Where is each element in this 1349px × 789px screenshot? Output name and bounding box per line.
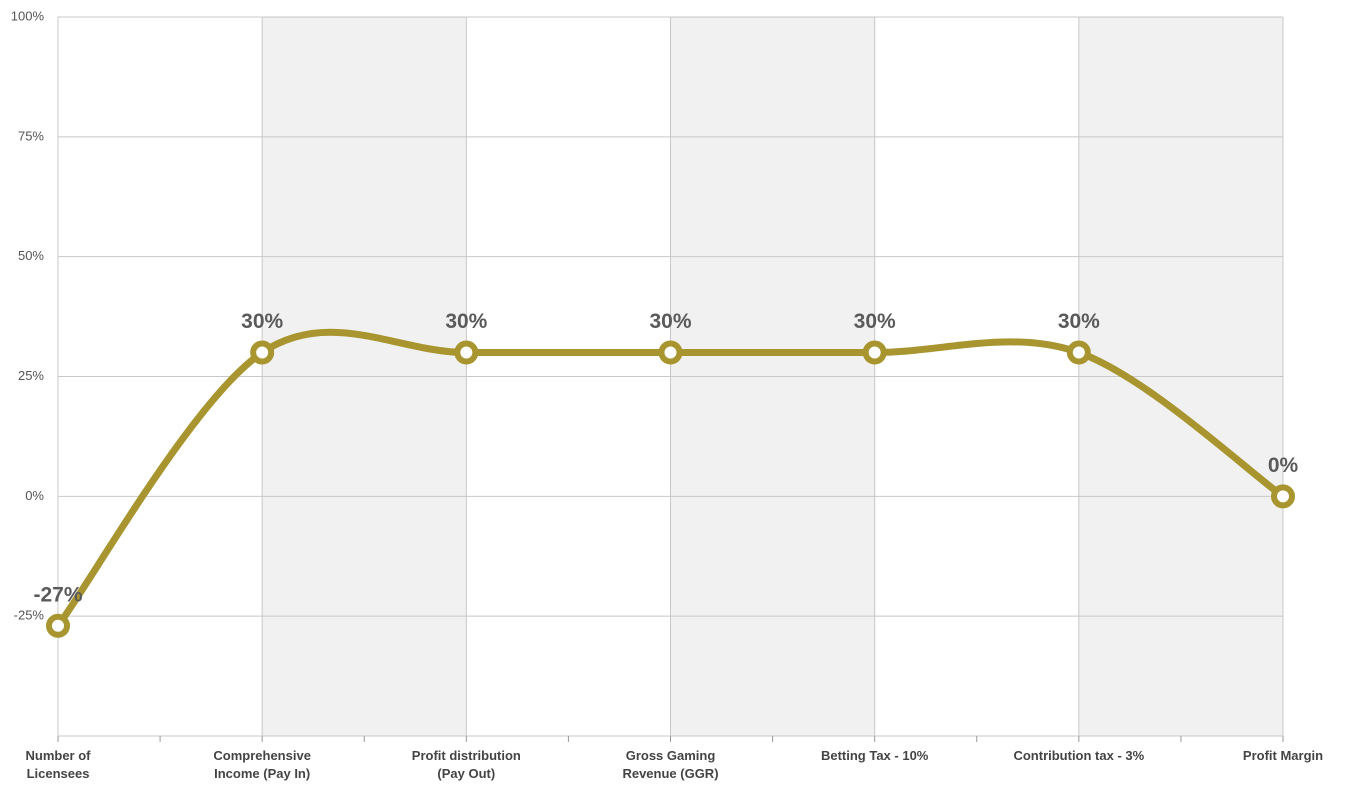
- y-tick-label: 100%: [11, 8, 45, 23]
- x-tick-label: Contribution tax - 3%: [1013, 748, 1144, 763]
- marker: [454, 340, 479, 365]
- data-label: 0%: [1268, 454, 1299, 477]
- data-label: 30%: [445, 310, 487, 333]
- x-tick-label: Gross Gaming Revenue (GGR): [622, 748, 718, 781]
- x-tick-label: Number of Licensees: [26, 748, 92, 781]
- x-tick-label: Comprehensive Income (Pay In): [213, 748, 311, 781]
- marker: [862, 340, 887, 365]
- marker: [658, 340, 683, 365]
- data-label: 30%: [241, 310, 283, 333]
- y-tick-label: 50%: [18, 248, 44, 263]
- x-tick-label: Profit distribution (Pay Out): [412, 748, 521, 781]
- y-tick-label: -25%: [14, 608, 45, 623]
- marker: [250, 340, 275, 365]
- data-label: 30%: [854, 310, 896, 333]
- y-tick-label: 0%: [25, 488, 44, 503]
- marker: [1066, 340, 1091, 365]
- y-tick-label: 25%: [18, 368, 44, 383]
- data-label: 30%: [649, 310, 691, 333]
- x-tick-label: Betting Tax - 10%: [821, 748, 929, 763]
- marker: [46, 613, 70, 638]
- marker: [1271, 484, 1295, 509]
- x-tick-label: Profit Margin: [1243, 748, 1323, 763]
- data-label: 30%: [1058, 310, 1100, 333]
- data-label: -27%: [33, 583, 82, 606]
- y-tick-label: 75%: [18, 128, 44, 143]
